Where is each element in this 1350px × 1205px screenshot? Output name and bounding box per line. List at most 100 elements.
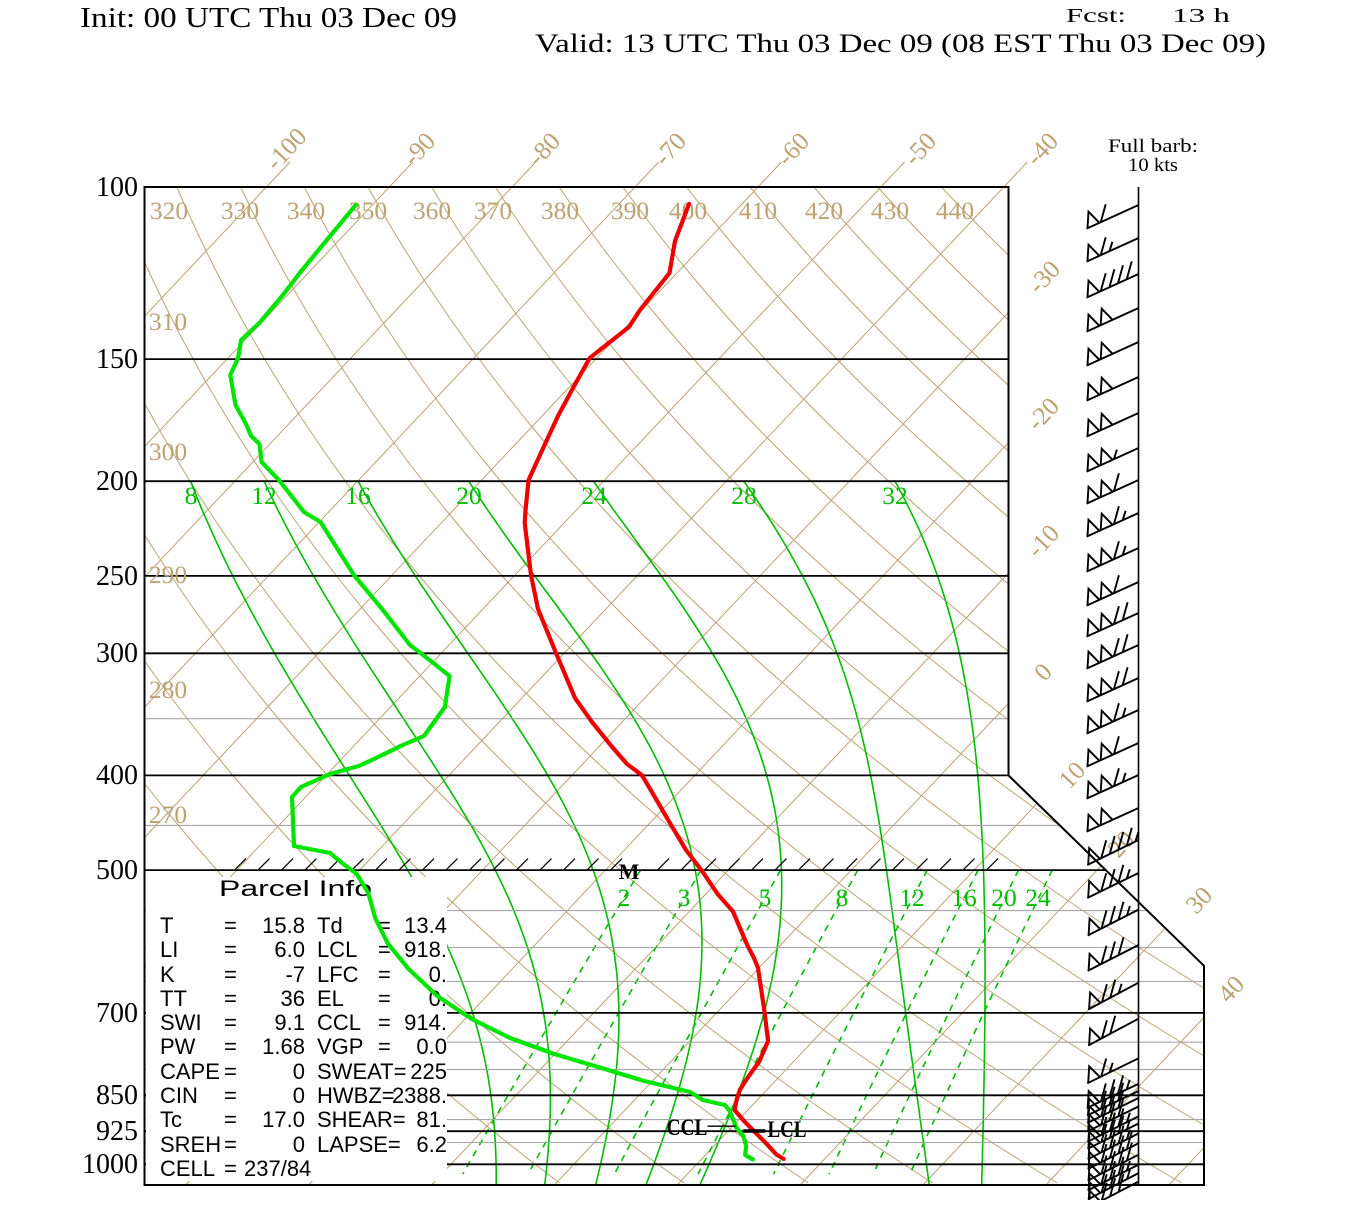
svg-text:0: 0 <box>293 1059 305 1084</box>
svg-text:36: 36 <box>281 986 305 1011</box>
svg-text:410: 410 <box>739 196 777 225</box>
svg-text:SREH: SREH <box>160 1132 221 1157</box>
svg-text:CELL: CELL <box>160 1156 215 1181</box>
svg-text:24: 24 <box>581 481 607 510</box>
svg-text:12: 12 <box>899 883 925 912</box>
svg-text:320: 320 <box>150 196 188 225</box>
svg-text:0: 0 <box>293 1132 305 1157</box>
svg-text:3: 3 <box>678 883 691 912</box>
svg-text:Td: Td <box>317 913 343 938</box>
svg-text:10 kts: 10 kts <box>1128 155 1178 176</box>
svg-text:Parcel Info: Parcel Info <box>219 876 372 901</box>
svg-text:914.: 914. <box>404 1010 447 1035</box>
svg-text:440: 440 <box>936 196 974 225</box>
svg-text:9.1: 9.1 <box>274 1010 305 1035</box>
svg-text:=: = <box>378 1034 391 1059</box>
svg-text:225: 225 <box>410 1059 447 1084</box>
svg-text:CIN: CIN <box>160 1083 198 1108</box>
svg-text:370: 370 <box>474 196 512 225</box>
svg-text:100: 100 <box>96 172 138 203</box>
svg-text:2: 2 <box>618 883 631 912</box>
svg-text:15.8: 15.8 <box>262 913 305 938</box>
svg-text:CCL: CCL <box>667 1115 708 1140</box>
svg-text:1.68: 1.68 <box>262 1034 305 1059</box>
svg-text:PW: PW <box>160 1034 196 1059</box>
svg-text:=: = <box>224 913 237 938</box>
svg-text:12: 12 <box>251 481 277 510</box>
svg-text:SWEAT=: SWEAT= <box>317 1059 406 1084</box>
svg-text:290: 290 <box>149 560 187 589</box>
svg-text:=: = <box>224 1034 237 1059</box>
svg-text:=: = <box>224 1083 237 1108</box>
svg-text:28: 28 <box>731 481 757 510</box>
svg-text:LI: LI <box>160 937 178 962</box>
svg-text:-7: -7 <box>285 962 305 987</box>
svg-text:Init: 00 UTC Thu 03 Dec 09: Init: 00 UTC Thu 03 Dec 09 <box>80 3 457 34</box>
svg-text:20: 20 <box>456 481 482 510</box>
svg-text:300: 300 <box>96 638 138 669</box>
svg-text:0: 0 <box>293 1083 305 1108</box>
svg-text:Full barb:: Full barb: <box>1108 136 1198 157</box>
svg-text:=: = <box>224 986 237 1011</box>
svg-text:13.4: 13.4 <box>404 913 447 938</box>
svg-text:SHEAR=: SHEAR= <box>317 1107 406 1132</box>
svg-text:=: = <box>224 1010 237 1035</box>
svg-text:=: = <box>224 1107 237 1132</box>
svg-text:237/84: 237/84 <box>244 1156 311 1181</box>
svg-text:20: 20 <box>991 883 1017 912</box>
svg-text:0.0: 0.0 <box>416 1034 447 1059</box>
svg-text:13 h: 13 h <box>1172 5 1230 27</box>
svg-text:SWI: SWI <box>160 1010 202 1035</box>
svg-text:LCL: LCL <box>768 1117 807 1142</box>
svg-text:16: 16 <box>345 481 371 510</box>
svg-text:150: 150 <box>96 344 138 375</box>
svg-text:270: 270 <box>149 800 187 829</box>
svg-text:=: = <box>224 962 237 987</box>
svg-text:420: 420 <box>805 196 843 225</box>
svg-text:=: = <box>224 937 237 962</box>
svg-text:300: 300 <box>149 437 187 466</box>
svg-text:Tc: Tc <box>160 1107 182 1132</box>
svg-text:280: 280 <box>149 675 187 704</box>
svg-text:CAPE: CAPE <box>160 1059 220 1084</box>
svg-text:2388.: 2388. <box>392 1083 447 1108</box>
svg-text:=: = <box>378 1010 391 1035</box>
svg-text:200: 200 <box>96 466 138 497</box>
svg-text:380: 380 <box>541 196 579 225</box>
svg-text:VGP: VGP <box>317 1034 363 1059</box>
svg-text:918.: 918. <box>404 937 447 962</box>
svg-text:LAPSE=: LAPSE= <box>317 1132 401 1157</box>
svg-text:17.0: 17.0 <box>262 1107 305 1132</box>
svg-text:LFC: LFC <box>317 962 359 987</box>
svg-text:350: 350 <box>349 196 387 225</box>
svg-text:6.2: 6.2 <box>416 1132 447 1157</box>
svg-text:8: 8 <box>836 883 849 912</box>
svg-text:24: 24 <box>1025 883 1051 912</box>
svg-text:TT: TT <box>160 986 187 1011</box>
svg-text:CCL: CCL <box>317 1010 361 1035</box>
svg-text:500: 500 <box>96 855 138 886</box>
svg-text:390: 390 <box>611 196 649 225</box>
svg-text:6.0: 6.0 <box>274 937 305 962</box>
svg-text:Valid: 13 UTC Thu 03 Dec 09 (0: Valid: 13 UTC Thu 03 Dec 09 (08 EST Thu … <box>535 29 1266 58</box>
svg-text:310: 310 <box>149 307 187 336</box>
svg-text:=: = <box>224 1156 237 1181</box>
svg-text:M: M <box>619 859 640 884</box>
svg-text:Fcst:: Fcst: <box>1066 5 1126 27</box>
svg-text:T: T <box>160 913 173 938</box>
svg-text:0.: 0. <box>429 962 447 987</box>
svg-text:=: = <box>224 1059 237 1084</box>
svg-text:LCL: LCL <box>317 937 357 962</box>
svg-text:8: 8 <box>185 481 198 510</box>
svg-text:81.: 81. <box>416 1107 447 1132</box>
svg-text:32: 32 <box>882 481 908 510</box>
svg-text:=: = <box>378 986 391 1011</box>
svg-text:EL: EL <box>317 986 344 1011</box>
svg-text:HWBZ=: HWBZ= <box>317 1083 395 1108</box>
svg-text:5: 5 <box>759 883 772 912</box>
svg-text:925: 925 <box>96 1116 138 1147</box>
svg-text:K: K <box>160 962 175 987</box>
svg-text:330: 330 <box>221 196 259 225</box>
svg-text:340: 340 <box>287 196 325 225</box>
svg-text:=: = <box>224 1132 237 1157</box>
